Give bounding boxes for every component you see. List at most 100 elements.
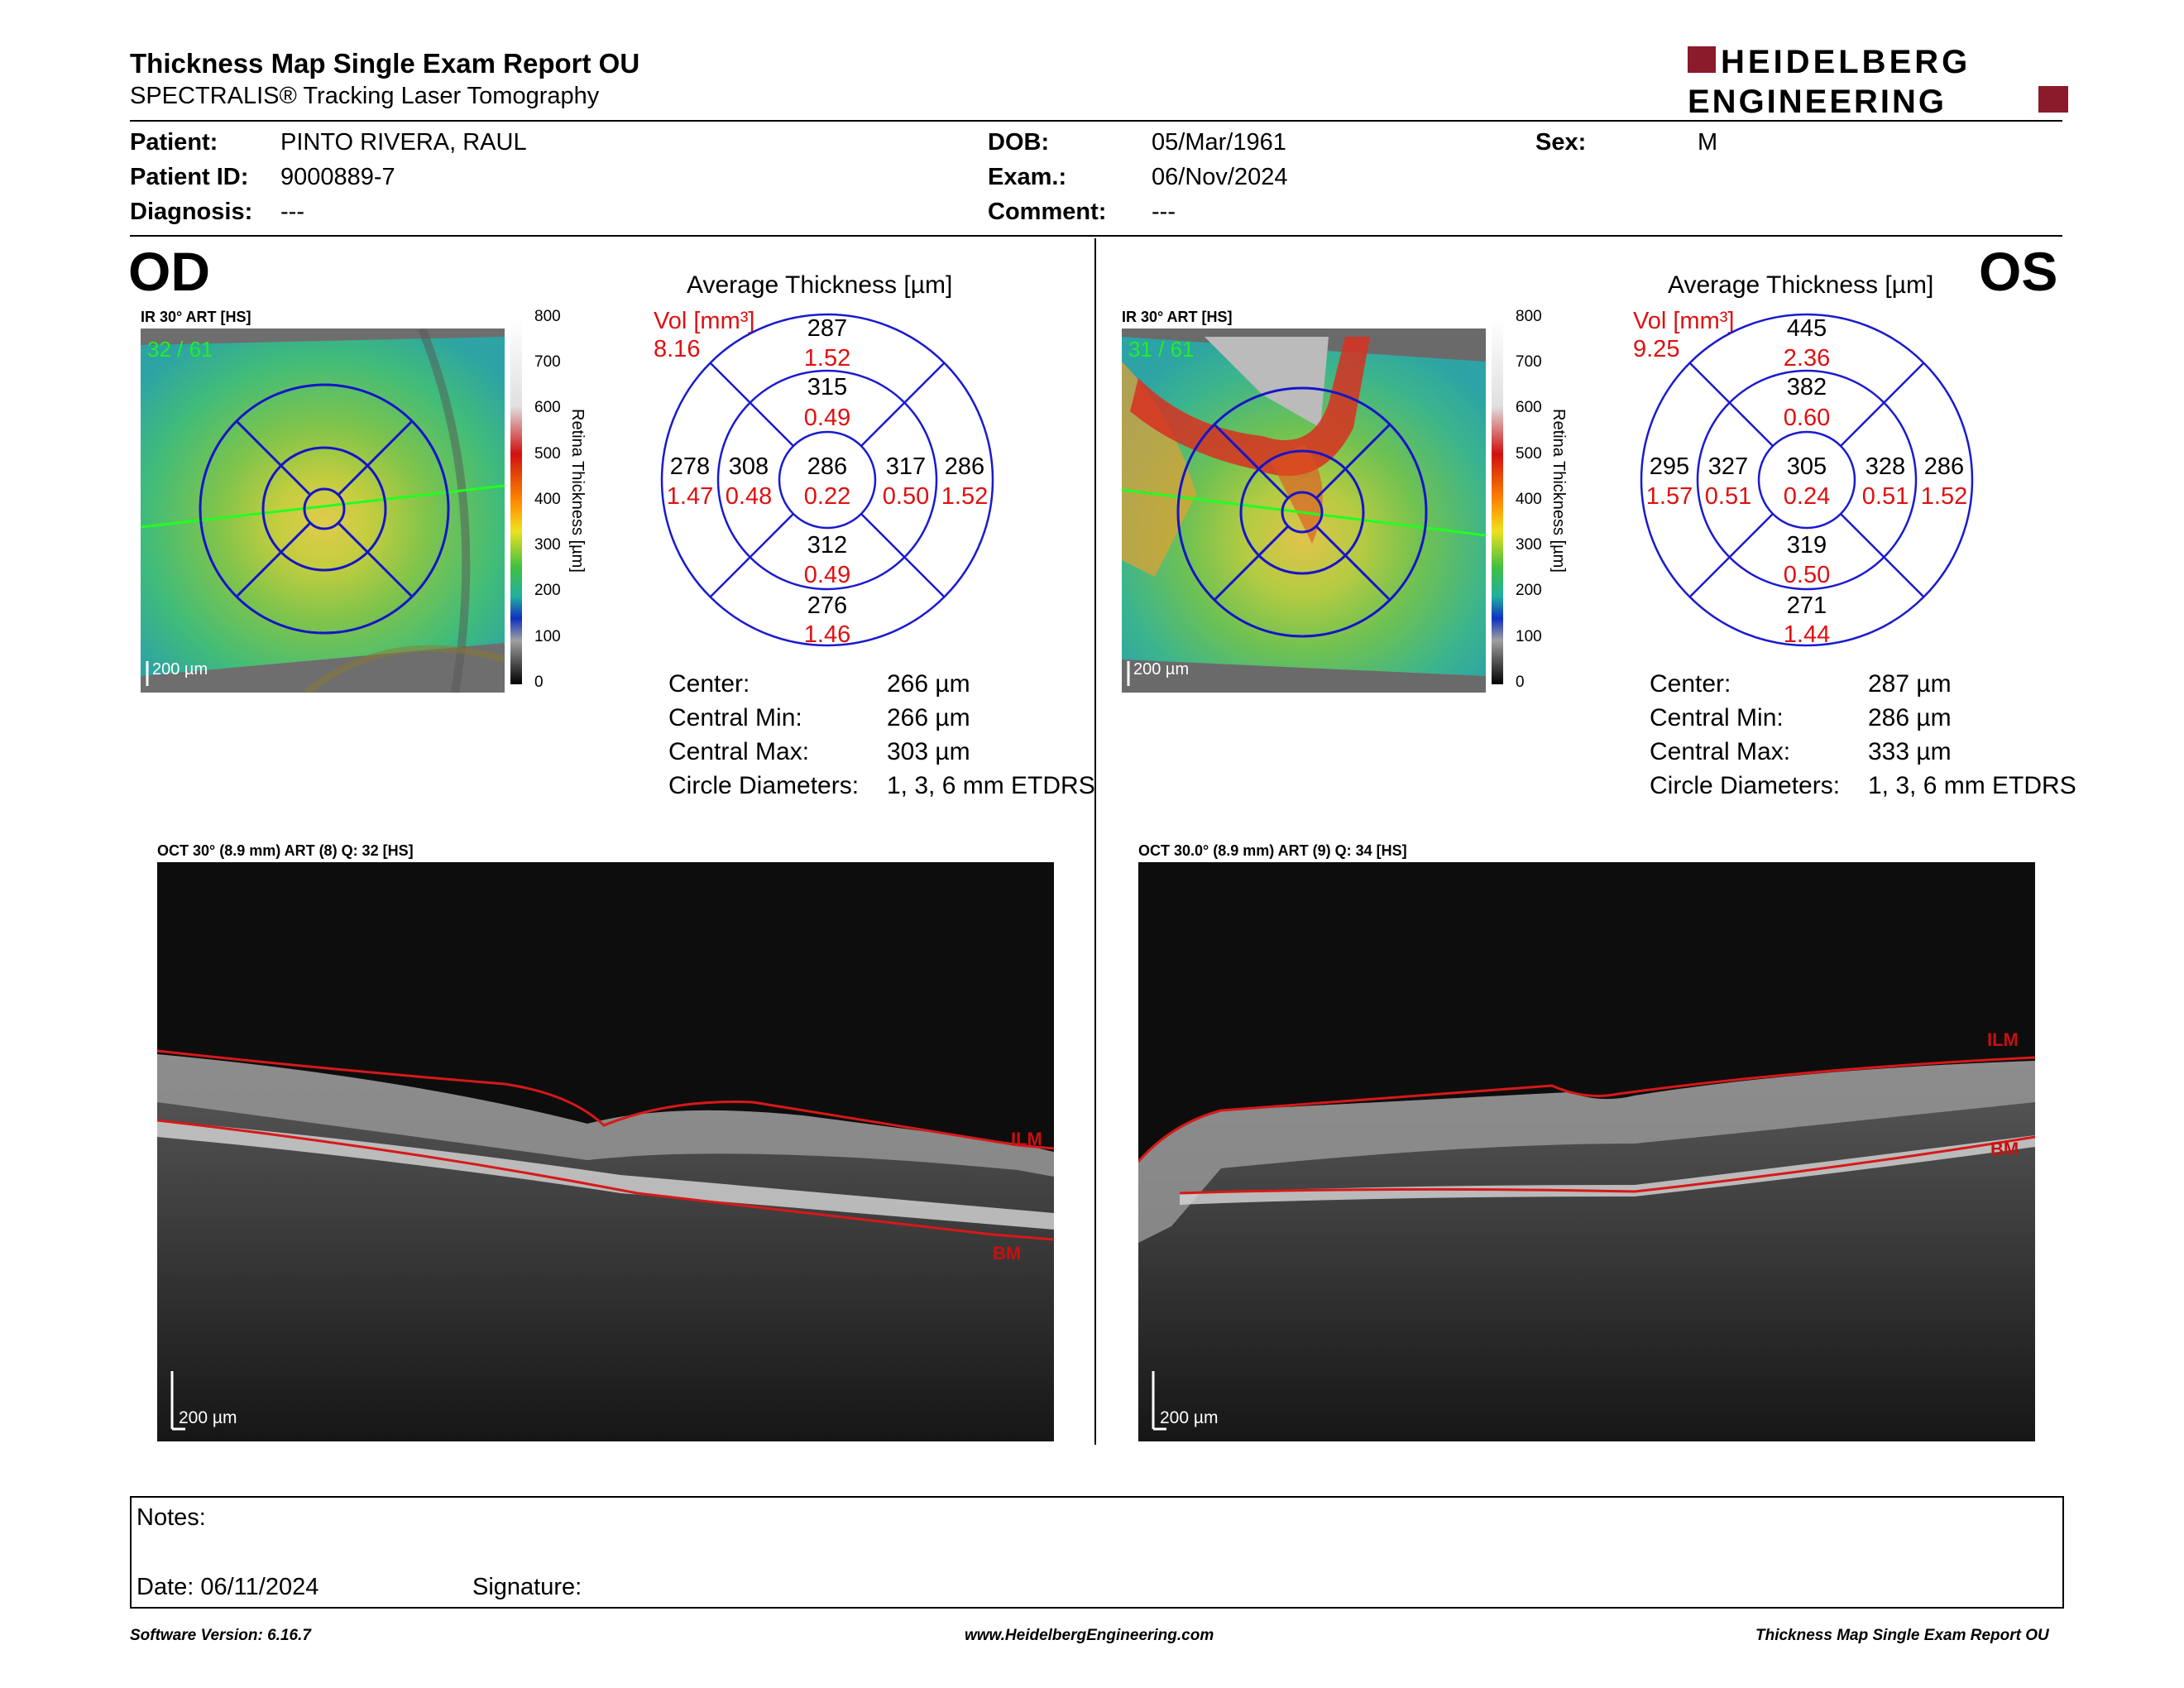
od-outer-inf-thickness: 276 — [807, 592, 847, 619]
notes-label: Notes: — [136, 1504, 206, 1531]
os-tick: 300 — [1516, 536, 1542, 554]
os-central-min-value: 286 µm — [1868, 704, 1952, 731]
os-oct-scan: ILM BM 200 µm — [1138, 862, 2035, 1441]
os-outer-temp-volume: 1.57 — [1646, 483, 1693, 510]
od-oct-scan: ILM BM 200 µm — [157, 862, 1054, 1441]
od-colorbar-label: Retina Thickness [µm] — [568, 409, 587, 573]
center-divider — [1094, 238, 1096, 1445]
od-inner-sup-thickness: 315 — [807, 374, 847, 400]
footer-website: www.HeidelbergEngineering.com — [965, 1627, 1214, 1644]
os-vol-value: 9.25 — [1633, 336, 1680, 362]
os-oct-scale: 200 µm — [1160, 1408, 1218, 1427]
os-inner-inf-thickness: 319 — [1787, 532, 1827, 559]
od-center-volume: 0.22 — [804, 483, 850, 510]
os-outer-nas-volume: 1.52 — [1921, 483, 1967, 510]
report-title: Thickness Map Single Exam Report OU — [130, 48, 640, 79]
logo-line1: HEIDELBERG — [1721, 44, 1971, 80]
od-center-thickness: 286 — [807, 453, 847, 480]
signature-label: Signature: — [472, 1574, 582, 1600]
os-inner-nas-thickness: 328 — [1866, 453, 1905, 480]
od-oct-scale: 200 µm — [179, 1408, 237, 1427]
os-outer-inf-volume: 1.44 — [1784, 621, 1830, 648]
os-colorbar-label: Retina Thickness [µm] — [1549, 409, 1568, 573]
od-tick: 400 — [534, 491, 561, 508]
od-inner-inf-volume: 0.49 — [804, 562, 850, 588]
od-colorbar-ticks: 800 700 600 500 400 300 200 100 0 — [534, 308, 568, 697]
os-circle-diameters-value: 1, 3, 6 mm ETDRS — [1868, 772, 2076, 799]
report-subtitle: SPECTRALIS® Tracking Laser Tomography — [130, 83, 600, 109]
od-center-value: 266 µm — [887, 670, 970, 698]
diagnosis-label: Diagnosis: — [130, 199, 253, 225]
os-tick: 200 — [1516, 582, 1542, 599]
patient-id-label: Patient ID: — [130, 164, 249, 190]
od-outer-temp-volume: 1.47 — [667, 483, 713, 510]
os-bm-label: BM — [1990, 1139, 2019, 1159]
os-tick: 800 — [1516, 308, 1542, 325]
os-tick: 700 — [1516, 353, 1542, 371]
os-inner-sup-thickness: 382 — [1787, 374, 1827, 400]
od-central-max-label: Central Max: — [668, 738, 810, 765]
od-central-min-label: Central Min: — [668, 704, 802, 731]
od-inner-temp-thickness: 308 — [729, 453, 769, 480]
os-vol-label: Vol [mm³] — [1633, 308, 1735, 334]
od-outer-nas-thickness: 286 — [945, 453, 984, 480]
od-central-min-value: 266 µm — [887, 704, 970, 731]
os-colorbar — [1492, 319, 1503, 684]
os-center-volume: 0.24 — [1784, 483, 1830, 510]
info-divider — [130, 235, 2062, 237]
od-tick: 300 — [534, 536, 561, 554]
os-outer-nas-thickness: 286 — [1924, 453, 1964, 480]
comment-label: Comment: — [988, 199, 1107, 225]
header-divider — [130, 120, 2062, 122]
od-inner-inf-thickness: 312 — [807, 532, 847, 559]
od-tick: 200 — [534, 582, 561, 599]
logo-square-bottom — [2038, 86, 2068, 113]
os-outer-sup-volume: 2.36 — [1784, 345, 1830, 372]
od-oct-label: OCT 30° (8.9 mm) ART (8) Q: 32 [HS] — [157, 842, 414, 859]
od-tick: 700 — [534, 353, 561, 371]
sex-value: M — [1698, 129, 1718, 156]
os-avg-title: Average Thickness [µm] — [1668, 271, 1934, 299]
od-frame-count: 32 / 61 — [147, 337, 213, 362]
sex-label: Sex: — [1535, 129, 1587, 156]
od-tick: 100 — [534, 628, 561, 645]
od-outer-inf-volume: 1.46 — [804, 621, 850, 648]
od-avg-title: Average Thickness [µm] — [687, 271, 953, 299]
os-tick: 100 — [1516, 628, 1542, 645]
os-tick: 400 — [1516, 491, 1542, 508]
os-center-label: Center: — [1650, 670, 1731, 698]
os-tick: 600 — [1516, 399, 1542, 416]
diagnosis-value: --- — [280, 199, 304, 225]
os-etdrs-grid: 445 2.36 382 0.60 305 0.24 327 0.51 328 … — [1640, 313, 1974, 648]
os-map-scale: 200 µm — [1133, 660, 1189, 679]
heidelberg-logo: HEIDELBERG ENGINEERING — [1688, 44, 2068, 119]
os-outer-sup-thickness: 445 — [1787, 315, 1827, 342]
od-outer-sup-volume: 1.52 — [804, 345, 850, 372]
os-circle-diameters-label: Circle Diameters: — [1650, 772, 1841, 799]
od-central-max-value: 303 µm — [887, 738, 970, 765]
date-label: Date: 06/11/2024 — [136, 1574, 319, 1600]
os-oct-label: OCT 30.0° (8.9 mm) ART (9) Q: 34 [HS] — [1138, 842, 1407, 859]
footer-report-name: Thickness Map Single Exam Report OU — [1755, 1627, 2049, 1644]
od-thickness-map: 32 / 61 200 µm — [141, 328, 505, 693]
od-inner-nas-volume: 0.50 — [883, 483, 929, 510]
patient-id-value: 9000889-7 — [280, 164, 395, 190]
od-circle-diameters-value: 1, 3, 6 mm ETDRS — [887, 772, 1095, 799]
od-inner-nas-thickness: 317 — [886, 453, 926, 480]
os-outer-temp-thickness: 295 — [1650, 453, 1689, 480]
logo-square-top — [1688, 46, 1716, 73]
footer-software-version: Software Version: 6.16.7 — [130, 1627, 311, 1644]
os-ir-label: IR 30° ART [HS] — [1122, 309, 1233, 325]
os-inner-nas-volume: 0.51 — [1862, 483, 1909, 510]
patient-label: Patient: — [130, 129, 218, 156]
od-colorbar — [510, 319, 522, 684]
od-inner-sup-volume: 0.49 — [804, 405, 850, 431]
od-etdrs-grid: 287 1.52 315 0.49 286 0.22 308 0.48 317 … — [660, 313, 994, 648]
os-thickness-map: 31 / 61 200 µm — [1122, 328, 1486, 693]
od-label: OD — [128, 241, 210, 302]
os-inner-temp-volume: 0.51 — [1705, 483, 1751, 510]
od-ilm-label: ILM — [1011, 1129, 1042, 1149]
os-center-thickness: 305 — [1787, 453, 1827, 480]
os-colorbar-ticks: 800 700 600 500 400 300 200 100 0 — [1516, 308, 1549, 697]
os-ilm-label: ILM — [1987, 1029, 2019, 1050]
